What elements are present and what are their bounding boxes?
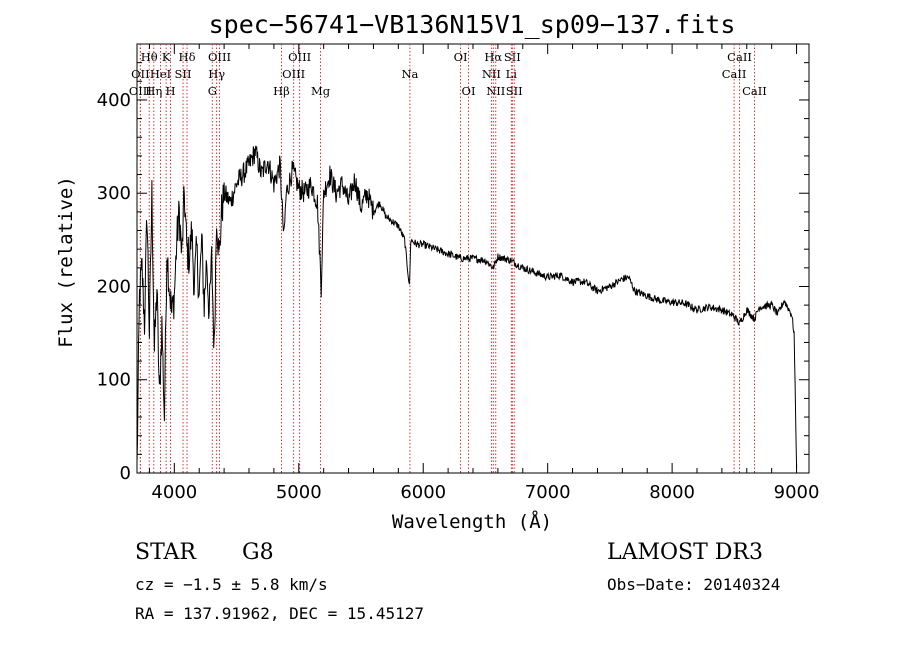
spectral-line-label: OI [454, 50, 468, 64]
axis-ticks: 4000 5000 6000 7000 8000 9000 0 100 200 300 400 [97, 44, 820, 503]
spectral-line-label: Hθ [141, 50, 158, 64]
spectral-line-label: OIII [288, 50, 311, 64]
y-tick-label: 300 [97, 183, 131, 204]
spectral-line-label: Hγ [208, 67, 225, 81]
spectral-line-label: OIII [282, 67, 305, 81]
y-tick-label: 200 [97, 276, 131, 297]
spectral-line-label: Hβ [273, 84, 290, 98]
x-tick-label: 4000 [151, 482, 197, 503]
y-tick-label: 100 [97, 370, 131, 391]
spectral-line-label: OII [131, 67, 150, 81]
ra-dec-coordinates: RA = 137.91962, DEC = 15.45127 [135, 604, 424, 623]
spectrum-series [136, 145, 798, 469]
spectral-line-label: Hδ [179, 50, 196, 64]
spectral-line-label: OI [462, 84, 476, 98]
spectral-line-label: CaII [742, 84, 767, 98]
y-axis-label: Flux (relative) [55, 176, 77, 348]
y-tick-label: 400 [97, 90, 131, 111]
spectral-line-label: H [165, 84, 175, 98]
x-tick-label: 6000 [400, 482, 446, 503]
x-axis-label: Wavelength (Å) [392, 510, 552, 533]
x-tick-label: 7000 [525, 482, 571, 503]
x-tick-label: 9000 [774, 482, 820, 503]
x-tick-label: 8000 [649, 482, 695, 503]
observation-date: Obs−Date: 20140324 [607, 575, 781, 594]
chart-title: spec−56741−VB136N15V1_sp09−137.fits [209, 10, 736, 39]
spectral-line-label: CaII [722, 67, 747, 81]
spectral-line-label: SII [175, 67, 192, 81]
spectral-line-label: Hη [145, 84, 162, 98]
spectral-line-label: Mg [311, 84, 331, 98]
spectral-line-label: G [208, 84, 217, 98]
object-class: STAR [135, 540, 196, 565]
spectral-line-label: K [162, 50, 171, 64]
spectral-line-label: SII [504, 50, 521, 64]
spectral-line-label: CaII [727, 50, 752, 64]
spectral-line-label: Li [506, 67, 518, 81]
spectral-line-label: Hα [484, 50, 502, 64]
plot-border [136, 43, 810, 474]
spectral-line-label: Na [401, 67, 418, 81]
redshift-velocity: cz = −1.5 ± 5.8 km/s [135, 575, 328, 594]
spectral-line-label: SII [506, 84, 523, 98]
x-tick-label: 5000 [276, 482, 322, 503]
spectral-line-label: HeI [150, 67, 171, 81]
spectrum-line [136, 145, 798, 469]
survey-name: LAMOST DR3 [607, 540, 763, 565]
plot-frame [136, 43, 810, 474]
object-subclass: G8 [242, 540, 274, 565]
spectral-line-label: NII [486, 84, 505, 98]
spectral-line-label: OIII [208, 50, 231, 64]
spectral-line-label: NII [482, 67, 501, 81]
spectral-line-label: OIII [129, 84, 152, 98]
y-tick-label: 0 [120, 463, 131, 484]
